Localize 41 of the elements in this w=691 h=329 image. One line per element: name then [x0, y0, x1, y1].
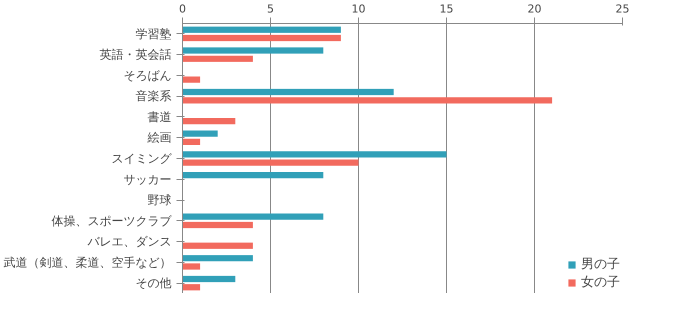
x-tick-label: 15: [440, 2, 454, 16]
y-tick-label: 絵画: [146, 130, 172, 145]
y-tick-label: 体操、スポーツクラブ: [52, 214, 172, 228]
bar: [182, 47, 324, 54]
bar: [182, 26, 341, 33]
bar: [182, 56, 253, 62]
bar: [182, 214, 324, 220]
bar: [182, 130, 218, 137]
bar: [182, 118, 236, 124]
bar: [182, 88, 394, 96]
y-tick-label: 英語・英会話: [100, 48, 172, 62]
x-tick-label: 5: [267, 2, 274, 16]
bar: [182, 263, 200, 270]
bar: [182, 255, 253, 262]
y-tick-label: 書道: [148, 110, 172, 124]
bar: [182, 76, 200, 83]
bar: [182, 242, 253, 249]
bar: [182, 138, 200, 145]
bar: [182, 172, 324, 178]
legend-label: 女の子: [581, 274, 620, 291]
x-tick-label: 0: [179, 2, 186, 16]
y-tick-label: サッカー: [124, 172, 172, 186]
bar: [182, 160, 358, 166]
bar: [182, 276, 236, 282]
x-tick-label: 25: [616, 2, 630, 16]
bar: [182, 151, 446, 158]
y-tick-label: 音楽系: [136, 89, 172, 104]
y-tick-label: 武道（剣道、柔道、空手など）: [4, 255, 172, 270]
y-tick-label: スイミング: [112, 152, 172, 166]
y-tick-label: 野球: [148, 193, 172, 208]
bar: [182, 284, 200, 290]
y-tick-label: そろばん: [124, 68, 172, 82]
bar: [182, 222, 253, 228]
legend-label: 男の子: [581, 256, 620, 273]
bar: [182, 34, 341, 42]
x-tick-label: 20: [528, 2, 542, 16]
bar: [182, 97, 552, 104]
y-tick-label: 学習塾: [136, 26, 172, 41]
y-tick-label: バレエ、ダンス: [86, 234, 172, 249]
x-tick-label: 10: [352, 2, 366, 16]
y-tick-label: その他: [136, 276, 172, 290]
